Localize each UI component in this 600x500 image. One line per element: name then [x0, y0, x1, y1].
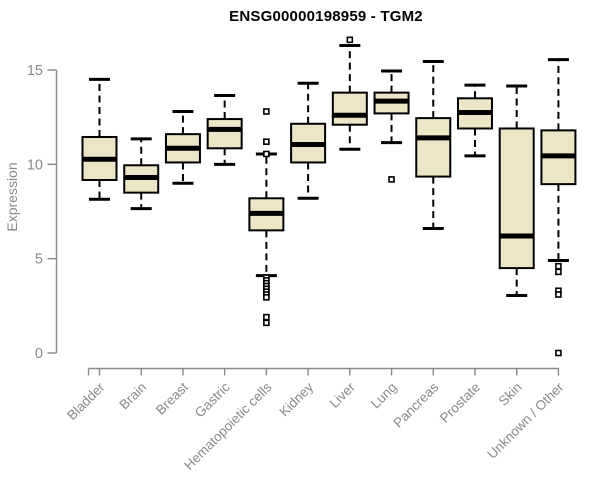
y-tick-label: 10	[27, 157, 43, 173]
boxplot-lung	[373, 69, 410, 183]
y-tick-label: 15	[27, 63, 43, 79]
outlier-hematopoietic-cells	[263, 108, 270, 115]
boxplot-breast	[164, 110, 201, 185]
boxplot-bladder	[81, 77, 118, 201]
x-axis-label-gastric: Gastric	[192, 379, 233, 420]
outlier-lung	[388, 176, 395, 183]
boxplot-unknown-other	[540, 58, 577, 357]
box-pancreas	[415, 117, 452, 178]
x-axis-label-unknown-other: Unknown / Other	[484, 379, 567, 462]
boxplot-prostate	[456, 83, 493, 158]
outlier-hematopoietic-cells	[263, 138, 270, 145]
boxplot-brain	[123, 137, 160, 211]
outlier-hematopoietic-cells	[263, 319, 270, 327]
x-axis-label-skin: Skin	[496, 380, 525, 409]
x-axis-label-liver: Liver	[327, 379, 359, 411]
boxplot-gastric	[206, 93, 243, 166]
x-axis-label-prostate: Prostate	[437, 380, 483, 426]
box-gastric	[206, 118, 243, 150]
x-axis-label-bladder: Bladder	[64, 379, 108, 423]
box-skin	[498, 127, 535, 270]
box-liver	[331, 91, 368, 126]
chart-title: ENSG00000198959 - TGM2	[229, 8, 423, 25]
y-tick-label: 0	[35, 346, 43, 362]
boxplot-kidney	[290, 81, 327, 200]
outlier-hematopoietic-cells	[263, 150, 270, 158]
x-axis-label-pancreas: Pancreas	[390, 379, 441, 430]
x-axis-label-lung: Lung	[368, 380, 400, 412]
boxplot-hematopoietic-cells	[248, 108, 285, 327]
outlier-liver	[346, 36, 354, 44]
outlier-hematopoietic-cells	[263, 294, 270, 301]
x-axis-label-kidney: Kidney	[276, 379, 316, 419]
y-tick-label: 5	[35, 252, 43, 268]
outlier-unknown-other	[555, 291, 562, 298]
boxplot-liver	[331, 36, 368, 151]
y-axis: 0 5 10 15	[27, 63, 58, 362]
outlier-hematopoietic-cells	[263, 313, 270, 321]
outlier-unknown-other	[555, 268, 562, 276]
boxplot-skin	[498, 84, 535, 297]
boxplot-pancreas	[415, 60, 452, 230]
outlier-unknown-other	[555, 262, 562, 270]
x-axis-label-brain: Brain	[116, 380, 149, 413]
outlier-unknown-other	[555, 349, 562, 357]
x-axis-label-breast: Breast	[153, 379, 191, 417]
